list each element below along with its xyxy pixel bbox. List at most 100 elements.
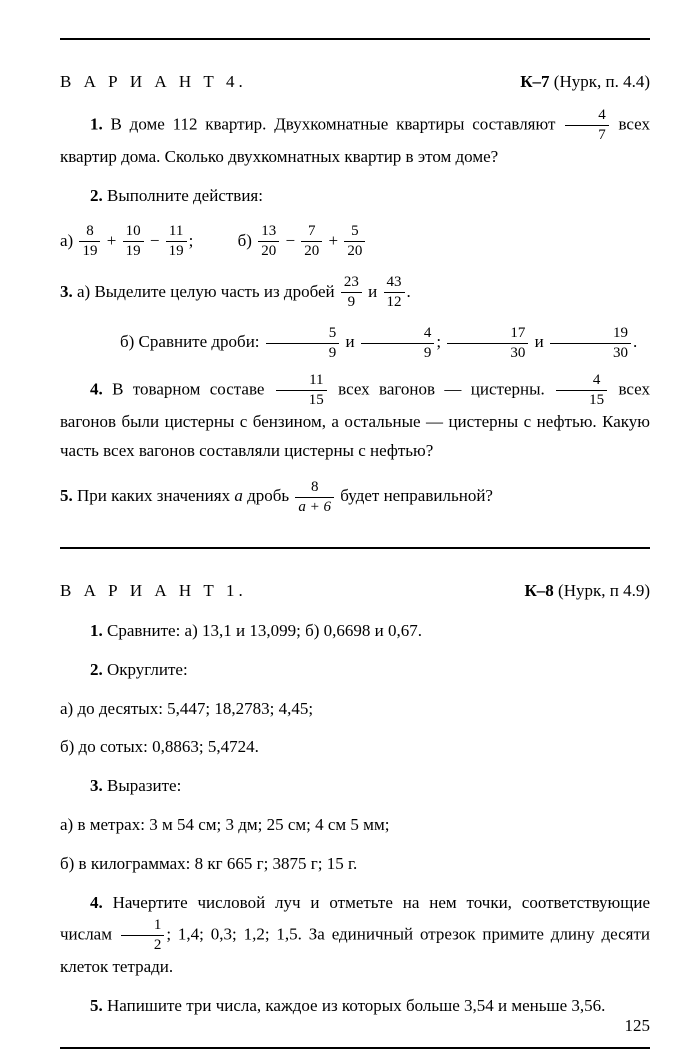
f: 1930 [550,326,631,361]
p4-t1: В товарном составе [103,380,274,399]
p3-t: а) Выделите целую часть из дробей [73,282,339,301]
n: 5 [344,224,365,242]
v1-p2a: а) до десятых: 5,447; 18,2783; 4,45; [60,695,650,724]
f: 415 [556,373,607,408]
n: 11 [166,224,187,242]
t: Выразите: [103,776,182,795]
p2-lb: б) [238,231,257,250]
d: 20 [258,242,279,259]
n: 13 [258,224,279,242]
n: 11 [276,373,327,391]
v1-p3: 3. Выразите: [60,772,650,801]
v4-p2: 2. Выполните действия: [60,182,650,211]
d: 2 [121,936,165,953]
f: 1019 [123,224,144,259]
d: 19 [79,242,100,259]
n: 8 [295,480,334,498]
mid-rule [60,547,650,549]
v4-p3b: б) Сравните дроби: 59 и 49; 1730 и 1930. [60,322,650,363]
p4-num: 4. [90,380,103,399]
v4-p5: 5. При каких значениях a дробь 8a + 6 бу… [60,476,650,517]
n: 3. [90,776,103,795]
frac-den: 7 [565,126,609,143]
p2-b-part: б) 1320 − 720 + 520 [238,221,368,262]
p5-var: a [234,486,243,505]
n: 43 [384,275,405,293]
d: 30 [550,344,631,361]
v1-p1: 1. Сравните: а) 13,1 и 13,099; б) 0,6698… [60,617,650,646]
t: Сравните: а) 13,1 и 13,099; б) 0,6698 и … [103,621,422,640]
d: 19 [166,242,187,259]
n: 4 [361,326,435,344]
v1-p2b: б) до сотых: 0,8863; 5,4724. [60,733,650,762]
and: и [530,332,548,351]
v1-ref-rest: (Нурк, п 4.9) [554,581,650,600]
v4-p2-expr: а) 819 + 1019 − 1119; б) 1320 − 720 + 52… [60,221,650,262]
v1-ref-bold: К–8 [524,581,553,600]
n: 10 [123,224,144,242]
p2-la: а) [60,231,77,250]
n: 7 [301,224,322,242]
n: 17 [447,326,528,344]
dot: . [407,282,411,301]
f: 59 [266,326,340,361]
v4-header: В А Р И А Н Т 4. К–7 (Нурк, п. 4.4) [60,72,650,92]
d: 15 [556,391,607,408]
n: 4. [90,893,103,912]
p1-frac: 47 [565,108,609,143]
f: 720 [301,224,322,259]
v4-ref: К–7 (Нурк, п. 4.4) [520,72,650,92]
v1-p2: 2. Округлите: [60,656,650,685]
p5-t2: дробь [243,486,294,505]
d: 20 [301,242,322,259]
d: 19 [123,242,144,259]
d: 9 [266,344,340,361]
t: Напишите три числа, каждое из которых бо… [103,996,606,1015]
t: Округлите: [103,660,188,679]
top-rule [60,38,650,40]
n: 19 [550,326,631,344]
v1-title: В А Р И А Н Т 1. [60,581,247,601]
p1-num: 1. [90,114,103,133]
f: 49 [361,326,435,361]
v1-p4: 4. Начертите числовой луч и отметьте на … [60,889,650,982]
f: 819 [79,224,100,259]
d: a + 6 [295,498,334,515]
n: 5 [266,326,340,344]
f: 4312 [384,275,405,310]
bottom-rule [60,1047,650,1049]
f: 8a + 6 [295,480,334,515]
v1-p3b: б) в килограммах: 8 кг 665 г; 3875 г; 15… [60,850,650,879]
f: 1115 [276,373,327,408]
p3-num: 3. [60,282,73,301]
v1-p3a: а) в метрах: 3 м 54 см; 3 дм; 25 см; 4 с… [60,811,650,840]
d: 15 [276,391,327,408]
v1-ref: К–8 (Нурк, п 4.9) [524,581,650,601]
v1-header: В А Р И А Н Т 1. К–8 (Нурк, п 4.9) [60,581,650,601]
d: 9 [361,344,435,361]
d: 20 [344,242,365,259]
d: 12 [384,293,405,310]
f: 520 [344,224,365,259]
semi: ; [436,332,445,351]
p5-t1: При каких значениях [73,486,235,505]
v1-p5: 5. Напишите три числа, каждое из которых… [60,992,650,1021]
f: 239 [341,275,362,310]
p1-t1: В доме 112 квартир. Двухкомнатные кварти… [103,114,563,133]
and: и [341,332,359,351]
p5-t3: будет неправильной? [336,486,493,505]
f: 1320 [258,224,279,259]
n: 8 [79,224,100,242]
v4-p3a: 3. а) Выделите целую часть из дробей 239… [60,272,650,313]
p2-a-part: а) 819 + 1019 − 1119; [60,221,193,262]
v4-ref-rest: (Нурк, п. 4.4) [550,72,650,91]
f: 12 [121,918,165,953]
and: и [368,282,381,301]
v4-title: В А Р И А Н Т 4. [60,72,247,92]
d: 9 [341,293,362,310]
p2-t: Выполните действия: [103,186,263,205]
n: 23 [341,275,362,293]
v4-p1: 1. В доме 112 квартир. Двухкомнатные ква… [60,108,650,172]
dot: . [633,332,637,351]
page-number: 125 [625,1016,651,1036]
